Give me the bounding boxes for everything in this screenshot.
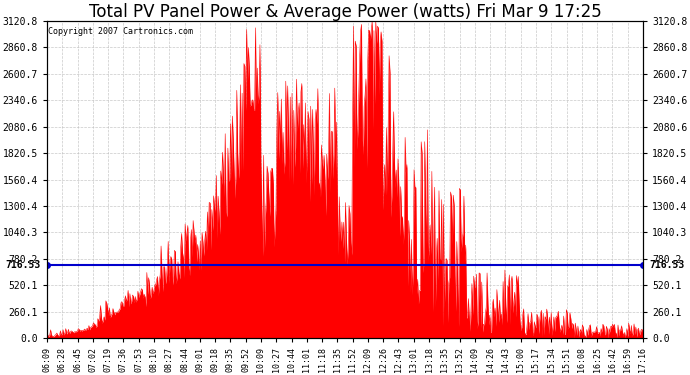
Title: Total PV Panel Power & Average Power (watts) Fri Mar 9 17:25: Total PV Panel Power & Average Power (wa… — [88, 3, 602, 21]
Text: 716.53: 716.53 — [649, 260, 684, 270]
Text: 716.53: 716.53 — [6, 260, 41, 270]
Text: Copyright 2007 Cartronics.com: Copyright 2007 Cartronics.com — [48, 27, 193, 36]
